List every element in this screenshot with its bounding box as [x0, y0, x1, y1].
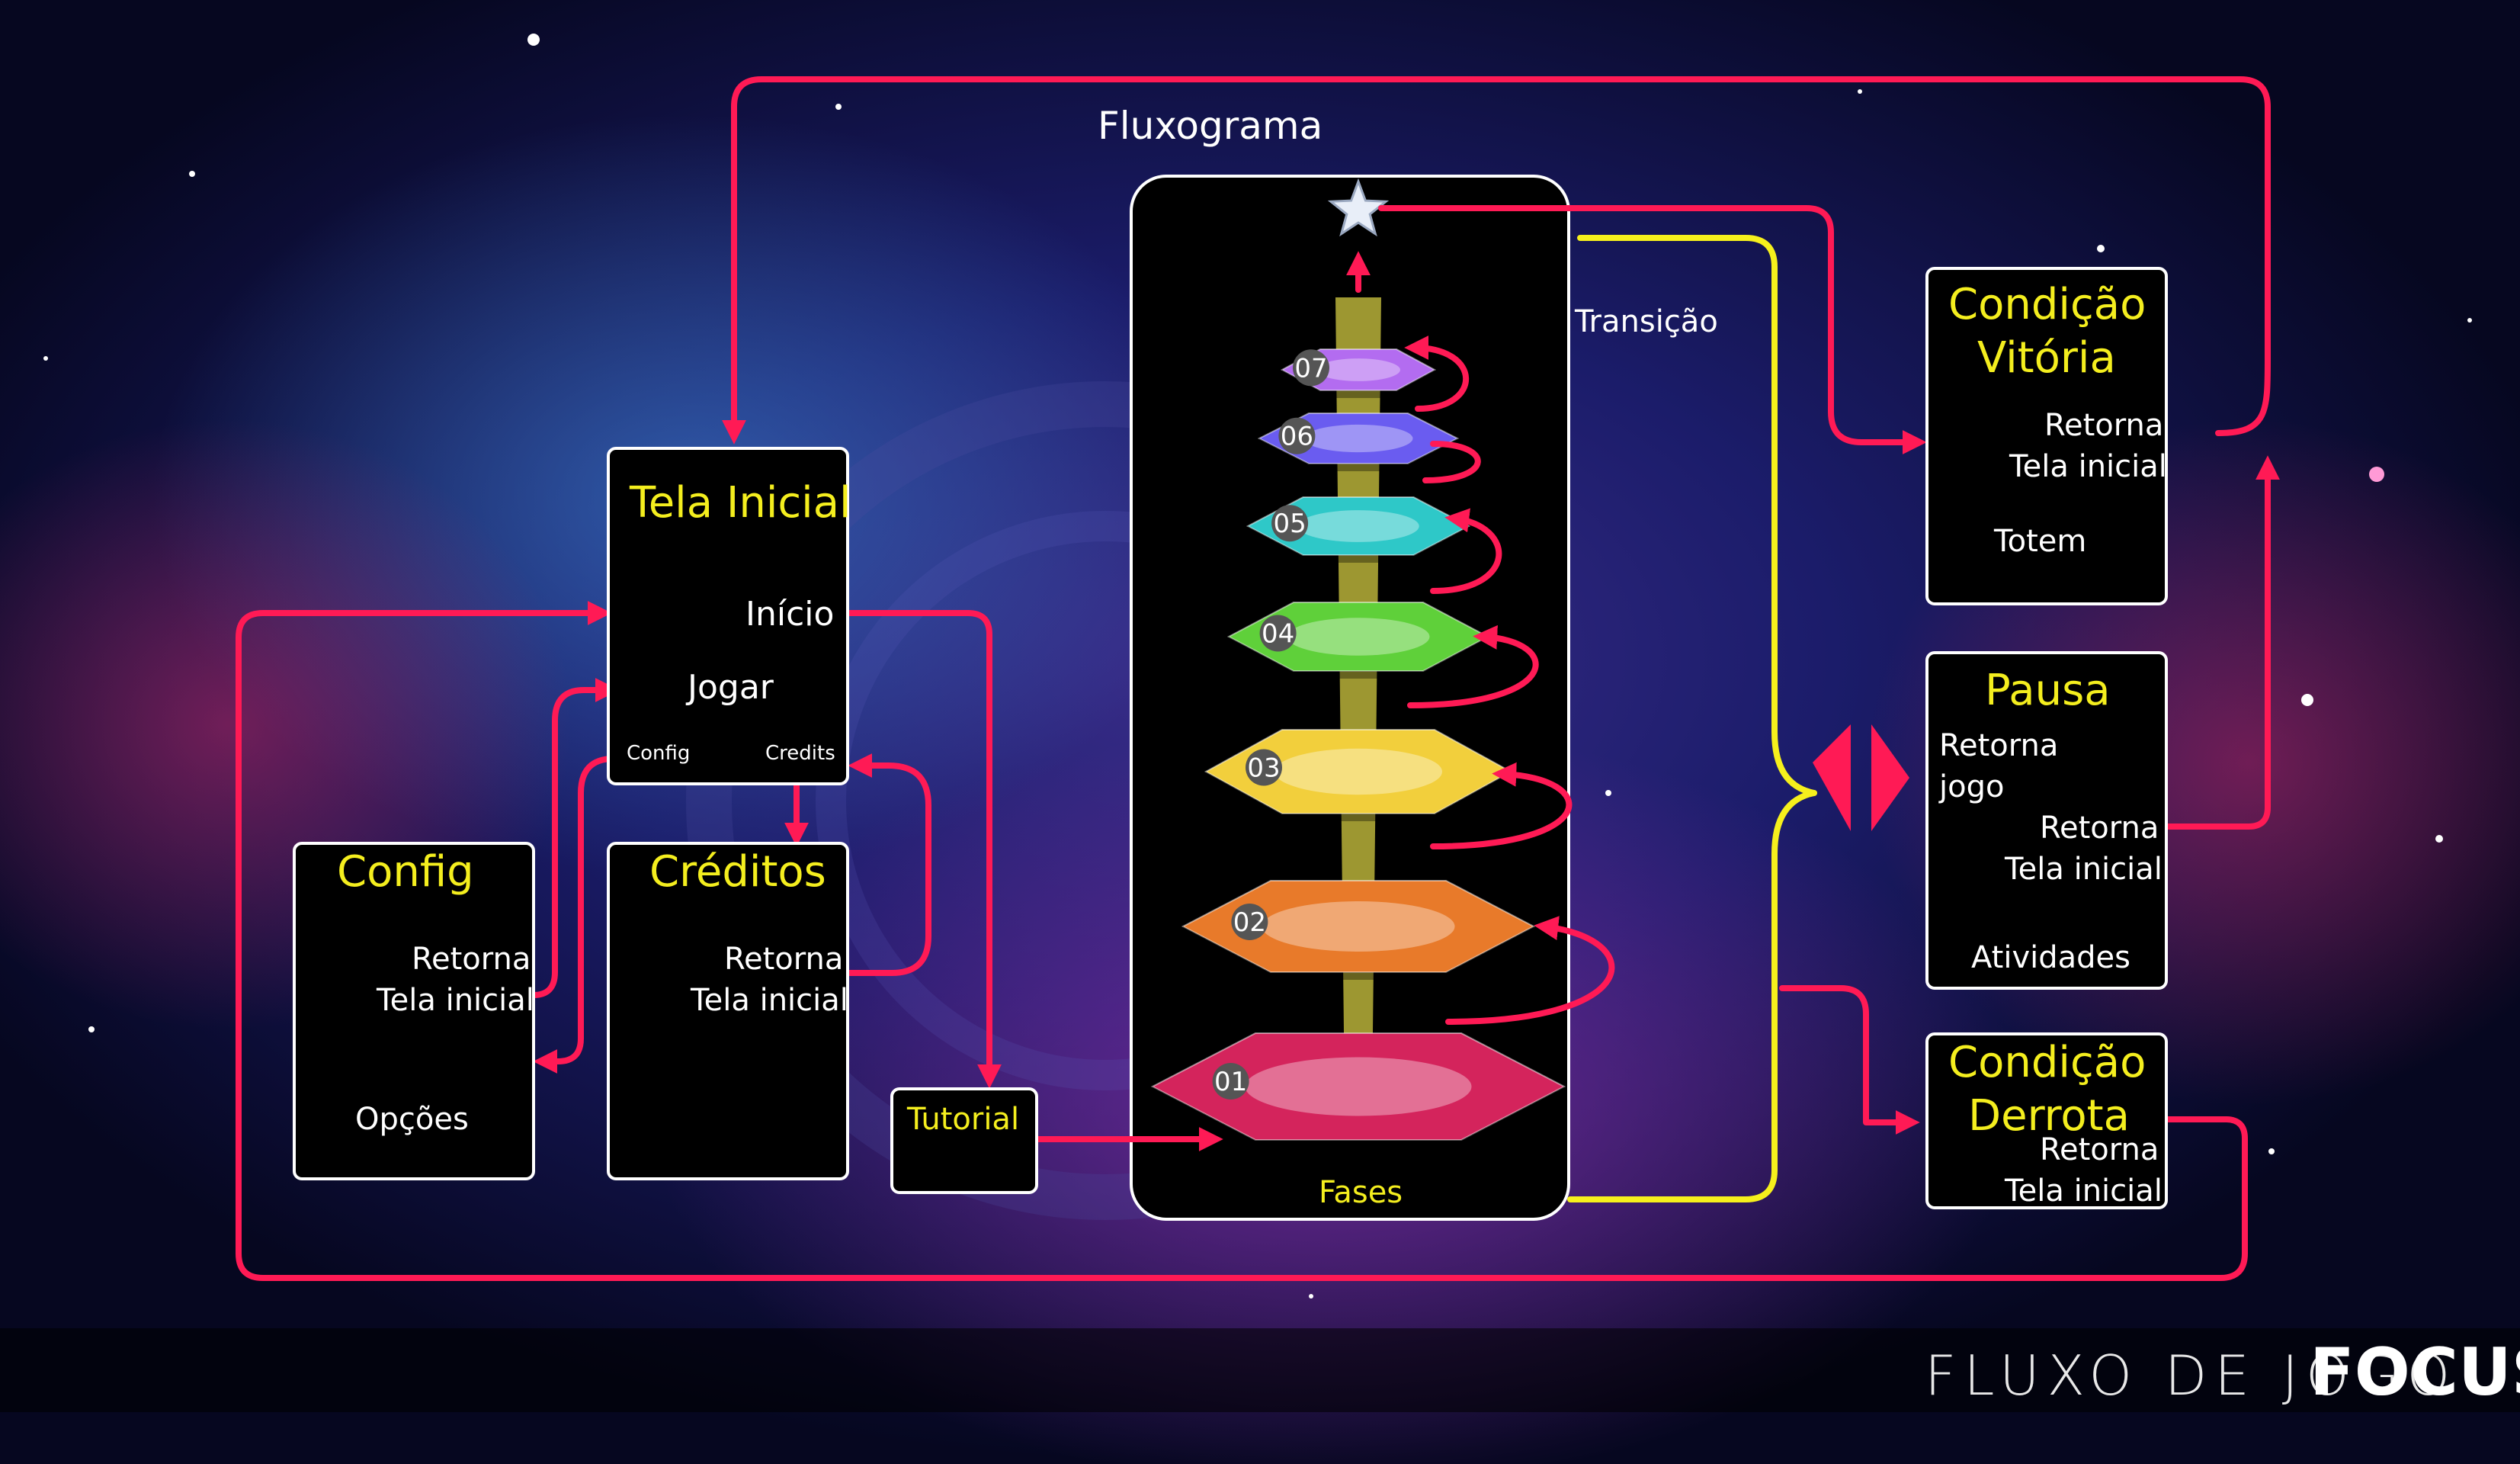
config-title: Config: [337, 847, 474, 897]
tela-inicial-inicio[interactable]: Início: [745, 595, 835, 634]
level-platform-03: 03: [1204, 729, 1513, 821]
tutorial-title: Tutorial: [907, 1102, 1020, 1137]
vitoria-title-2: Vitória: [1977, 333, 2116, 383]
derrota-box[interactable]: [1925, 1032, 2168, 1209]
creditos-retorna-1[interactable]: Retorna: [724, 942, 844, 977]
level-platform-04: 04: [1226, 602, 1490, 679]
tela-inicial-config[interactable]: Config: [627, 742, 691, 765]
goal-star-icon: [1327, 178, 1390, 237]
pausa-box[interactable]: [1925, 651, 2168, 990]
vitoria-title-1: Condição: [1948, 280, 2146, 329]
tela-inicial-box[interactable]: [607, 447, 849, 785]
level-platform-07: 07: [1280, 348, 1437, 398]
tutorial-box[interactable]: [890, 1087, 1038, 1194]
level-platform-05: 05: [1246, 496, 1471, 563]
level-badge-05: [1271, 505, 1309, 542]
level-platform-02: 02: [1181, 880, 1536, 980]
derrota-retorna-2[interactable]: Tela inicial: [2005, 1173, 2163, 1209]
diagram-title: Fluxograma: [1098, 104, 1323, 148]
derrota-retorna-1[interactable]: Retorna: [2040, 1132, 2159, 1167]
level-number-03: 03: [1247, 753, 1280, 784]
config-box[interactable]: [293, 842, 535, 1180]
tela-inicial-jogar[interactable]: Jogar: [688, 668, 774, 707]
level-number-01: 01: [1214, 1067, 1247, 1097]
focus-logo: FOCUS: [2310, 1334, 2520, 1411]
vitoria-retorna-1[interactable]: Retorna: [2044, 408, 2164, 443]
focus-logo-text: FOCUS: [2310, 1334, 2520, 1411]
derrota-title-1: Condição: [1948, 1038, 2146, 1087]
derrota-title-2: Derrota: [1968, 1091, 2130, 1141]
config-retorna-1[interactable]: Retorna: [412, 942, 531, 977]
creditos-box[interactable]: [607, 842, 849, 1180]
config-opcoes[interactable]: Opções: [355, 1102, 469, 1137]
creditos-title: Créditos: [649, 847, 826, 897]
pausa-retorna-jogo-1[interactable]: Retorna: [1939, 728, 2059, 763]
tela-inicial-credits[interactable]: Credits: [765, 742, 835, 765]
creditos-retorna-2[interactable]: Tela inicial: [691, 983, 848, 1018]
pausa-retorna-1[interactable]: Retorna: [2040, 811, 2159, 846]
tela-inicial-title: Tela Inicial: [630, 478, 851, 528]
vitoria-box[interactable]: [1925, 267, 2168, 605]
config-retorna-2[interactable]: Tela inicial: [377, 983, 534, 1018]
level-number-06: 06: [1281, 422, 1313, 452]
pausa-atividades[interactable]: Atividades: [1971, 940, 2130, 975]
level-number-07: 07: [1294, 353, 1327, 384]
level-platform-01: 01: [1150, 1032, 1566, 1148]
level-platform-06: 06: [1257, 413, 1460, 471]
pausa-retorna-jogo-2[interactable]: jogo: [1939, 769, 2005, 804]
transicao-label: Transição: [1575, 304, 1718, 339]
vitoria-retorna-2[interactable]: Tela inicial: [2009, 449, 2167, 484]
footer-title: FLUXO DE JOGO: [1925, 1344, 2458, 1408]
pausa-retorna-2[interactable]: Tela inicial: [2005, 852, 2163, 887]
level-number-02: 02: [1233, 907, 1266, 938]
fases-label: Fases: [1319, 1175, 1403, 1210]
pausa-title: Pausa: [1985, 666, 2111, 715]
level-number-05: 05: [1273, 509, 1306, 539]
footer-bar: [0, 1328, 2520, 1412]
level-number-04: 04: [1262, 619, 1294, 650]
vitoria-totem[interactable]: Totem: [1994, 524, 2087, 559]
